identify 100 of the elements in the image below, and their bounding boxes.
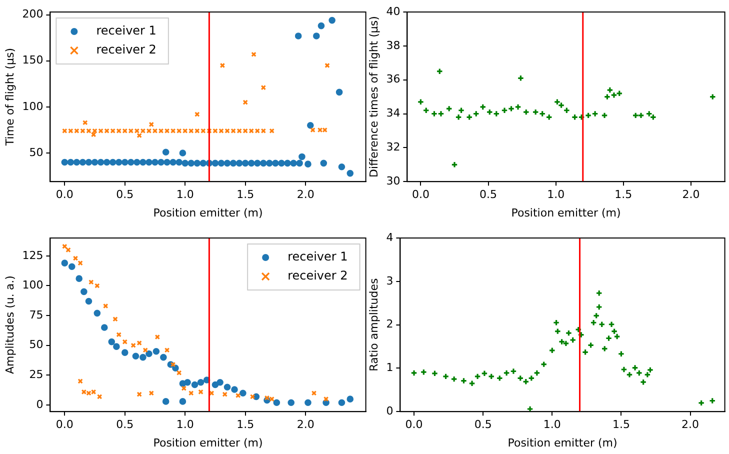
x-tick-label: 1.0: [543, 418, 561, 432]
point: [85, 158, 92, 166]
point: [578, 114, 585, 121]
point: [164, 128, 170, 134]
point: [296, 160, 303, 167]
point: [698, 400, 705, 406]
point: [152, 128, 158, 134]
point: [646, 110, 653, 118]
point: [598, 320, 606, 328]
point: [458, 106, 465, 114]
point: [266, 160, 273, 167]
point: [563, 106, 570, 114]
point: [436, 68, 444, 75]
point: [68, 263, 76, 270]
point: [146, 350, 152, 358]
point: [158, 128, 164, 134]
point: [230, 160, 237, 167]
point: [101, 324, 108, 331]
point: [650, 114, 657, 121]
point: [90, 132, 96, 138]
point: [604, 93, 611, 100]
point: [517, 74, 524, 82]
x-tick-label: 0.5: [116, 188, 134, 202]
point: [590, 319, 597, 326]
y-tick-label: 50: [29, 338, 44, 352]
point: [503, 370, 510, 376]
point: [260, 84, 266, 90]
point: [128, 158, 134, 166]
point: [501, 106, 508, 114]
point: [122, 128, 128, 134]
point: [146, 128, 152, 134]
point: [565, 330, 572, 336]
point: [61, 158, 68, 166]
y-tick-label: 36: [386, 72, 400, 86]
point: [592, 110, 598, 118]
y-tick-label: 100: [22, 278, 44, 292]
point: [80, 128, 86, 134]
point: [269, 128, 274, 134]
point: [592, 312, 600, 320]
point: [260, 160, 267, 167]
point: [74, 128, 80, 134]
point: [272, 160, 279, 167]
x-tick-label: 0.5: [480, 188, 498, 202]
point: [110, 128, 116, 134]
point: [198, 389, 204, 395]
point: [182, 160, 189, 167]
point: [115, 158, 122, 166]
point: [508, 105, 515, 112]
y-axis-title: Time of flight (μs): [3, 48, 16, 147]
point: [242, 100, 248, 105]
y-tick-label: 2: [386, 318, 394, 331]
point: [136, 392, 142, 397]
point: [442, 373, 450, 380]
point: [140, 158, 146, 166]
point: [310, 127, 316, 133]
point: [236, 128, 242, 134]
point: [181, 386, 187, 391]
point: [626, 371, 633, 378]
point: [194, 128, 200, 134]
point: [85, 298, 92, 305]
point: [176, 158, 182, 166]
point: [466, 114, 473, 121]
point: [188, 160, 195, 167]
point: [451, 161, 458, 168]
point: [128, 128, 134, 134]
point: [235, 392, 241, 398]
point: [510, 368, 517, 375]
point: [121, 158, 128, 166]
point: [82, 120, 88, 126]
point: [468, 380, 476, 387]
x-tick-label: 0.0: [405, 418, 423, 432]
x-axis-title: Position emitter (m): [153, 206, 263, 220]
point: [420, 368, 428, 376]
point: [62, 244, 68, 249]
point: [170, 128, 176, 134]
point: [162, 398, 170, 405]
point: [140, 128, 146, 134]
y-tick-label: 100: [22, 100, 44, 113]
point: [306, 122, 314, 129]
point: [644, 371, 651, 378]
point: [122, 339, 128, 344]
x-axis-title: Position emitter (m): [153, 436, 263, 450]
point: [278, 160, 285, 167]
point: [526, 406, 534, 412]
point: [97, 158, 104, 166]
point: [140, 354, 146, 361]
point: [532, 108, 539, 116]
point: [709, 93, 716, 100]
y-tick-label: 150: [22, 54, 44, 67]
point: [632, 112, 639, 119]
point: [587, 342, 594, 349]
point: [191, 381, 198, 388]
y-tick-label: 32: [386, 140, 400, 154]
point: [496, 374, 504, 382]
point: [514, 104, 522, 110]
y-tick-label: 38: [386, 38, 400, 52]
point: [212, 128, 218, 134]
point: [336, 88, 343, 96]
point: [132, 352, 140, 360]
point: [90, 389, 96, 395]
